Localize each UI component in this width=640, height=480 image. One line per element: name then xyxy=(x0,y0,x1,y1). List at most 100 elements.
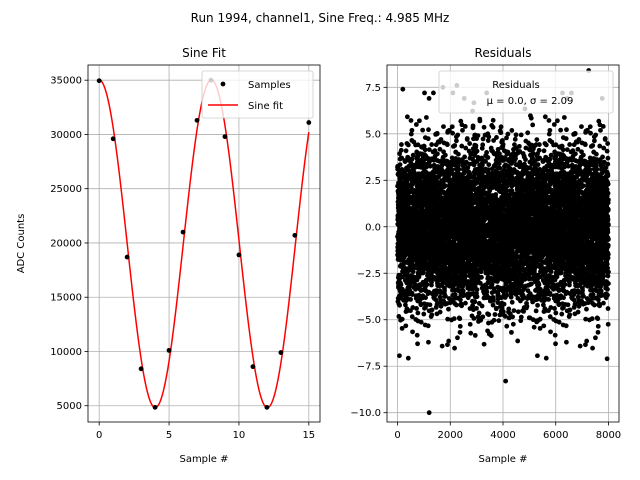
residual-point xyxy=(423,164,429,170)
sine-fit-legend-frame xyxy=(201,70,314,119)
residual-point xyxy=(403,323,409,329)
residual-point xyxy=(424,282,430,287)
residual-point xyxy=(450,130,455,136)
residual-point xyxy=(399,155,405,161)
residual-point xyxy=(518,132,524,138)
residual-point xyxy=(408,297,413,302)
residual-point xyxy=(474,294,480,300)
residual-point xyxy=(405,142,411,148)
residual-point xyxy=(455,151,461,157)
residual-point xyxy=(497,165,503,171)
residual-point xyxy=(410,152,416,158)
residual-point xyxy=(516,143,522,149)
sample-point xyxy=(138,366,144,372)
residual-point xyxy=(472,299,478,305)
sine-fit-xtick-label: 0 xyxy=(96,430,102,441)
residuals-data xyxy=(395,68,611,416)
sine-fit-panel: 0 5 10 155000100001500020000250003000035000… xyxy=(16,46,321,465)
residual-point xyxy=(462,154,467,160)
residual-point xyxy=(477,118,483,124)
residual-point xyxy=(479,274,484,280)
sine-fit-line xyxy=(99,79,310,409)
residual-point xyxy=(437,309,443,315)
residual-point xyxy=(421,311,427,317)
residual-point xyxy=(413,122,419,127)
residuals-panel: 0 2000 4000 6000 8000−10.0−7.5−5.0−2.50.02.5… xyxy=(350,46,621,465)
residual-point xyxy=(417,118,422,124)
residual-point xyxy=(422,90,427,96)
sample-point xyxy=(166,347,172,353)
residual-point xyxy=(417,283,423,288)
residual-point xyxy=(439,163,445,169)
residual-point xyxy=(454,138,459,144)
sine-fit-xlabel: Sample # xyxy=(179,454,228,465)
residual-point xyxy=(425,136,431,142)
residual-point xyxy=(496,318,502,324)
residual-point xyxy=(457,329,463,335)
residual-point xyxy=(438,290,444,296)
residual-point xyxy=(399,142,404,147)
residual-point xyxy=(410,269,416,275)
residual-point xyxy=(481,124,487,130)
residual-point xyxy=(451,316,457,322)
legend-samples-marker xyxy=(220,81,226,87)
residual-point xyxy=(510,321,516,327)
sample-point xyxy=(278,350,284,355)
residual-point xyxy=(397,353,402,359)
residual-point xyxy=(402,159,408,164)
residual-point xyxy=(442,288,447,293)
residual-point xyxy=(454,302,459,308)
residual-point xyxy=(416,274,422,280)
residual-point xyxy=(523,157,528,162)
sine-fit-data xyxy=(96,77,312,410)
residual-point xyxy=(444,142,450,148)
sample-point xyxy=(292,232,298,238)
residual-point xyxy=(434,131,440,137)
sine-fit-axes-frame xyxy=(87,64,321,423)
residual-point xyxy=(426,147,432,153)
residual-point xyxy=(463,300,468,306)
sine-fit-xtick-label: 5 xyxy=(166,430,172,441)
residual-point xyxy=(512,136,518,142)
sine-fit-legend: Samples Sine fit xyxy=(201,70,314,119)
residual-point xyxy=(449,124,455,130)
residual-point xyxy=(484,289,490,295)
residual-point xyxy=(437,146,443,152)
residual-point xyxy=(403,148,409,154)
sample-point xyxy=(250,364,256,370)
residual-point xyxy=(455,335,460,341)
residual-point xyxy=(457,323,463,329)
residual-point xyxy=(396,314,402,319)
sine-fit-xtick-label: 15 xyxy=(302,430,315,441)
residual-point xyxy=(429,307,435,313)
residual-point xyxy=(409,156,415,162)
sample-point xyxy=(180,229,186,235)
residual-point xyxy=(475,133,481,139)
residual-point xyxy=(397,162,403,168)
legend-fit-label: Sine fit xyxy=(248,101,283,112)
residual-point xyxy=(408,131,414,137)
residual-point xyxy=(439,343,445,349)
residual-point xyxy=(480,314,486,320)
residual-point xyxy=(490,124,496,130)
residual-point xyxy=(505,131,511,137)
sine-fit-ytick-label: 15000 xyxy=(50,293,82,304)
residual-point xyxy=(458,297,463,303)
residual-point xyxy=(509,299,515,305)
residual-point xyxy=(422,147,428,153)
residual-point xyxy=(474,305,479,311)
residual-point xyxy=(498,124,504,130)
sample-point xyxy=(152,404,158,410)
residual-point xyxy=(438,303,444,309)
residual-point xyxy=(491,317,497,323)
residual-point xyxy=(524,303,530,309)
residual-point xyxy=(467,141,473,146)
figure-suptitle: Run 1994, channel1, Sine Freq.: 4.985 MH… xyxy=(191,11,450,25)
residual-point xyxy=(445,316,451,322)
residual-point xyxy=(498,130,504,136)
residual-point xyxy=(397,302,402,308)
residual-point xyxy=(474,287,480,293)
sine-fit-xtick-label: 10 xyxy=(233,430,246,441)
residual-point xyxy=(445,342,450,348)
